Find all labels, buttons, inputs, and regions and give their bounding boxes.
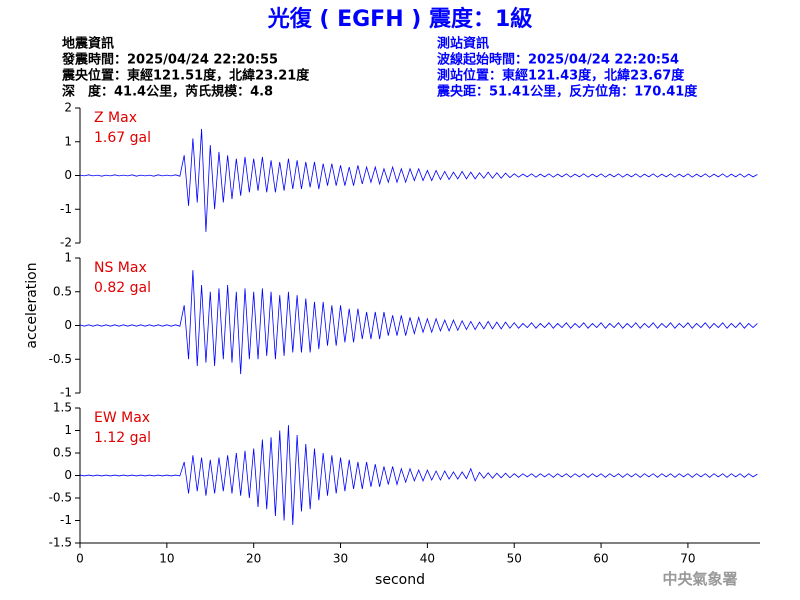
panel-annotation: Z Max xyxy=(94,110,137,126)
x-axis-label: second xyxy=(375,572,425,588)
title: 光復 ( EGFH ) 震度：1級 xyxy=(267,6,533,32)
x-tick-label: 10 xyxy=(159,552,174,566)
waveform xyxy=(79,425,758,526)
y-tick-label: -0.5 xyxy=(49,352,72,366)
info-left: 深 度：41.4公里，芮氏規模：4.8 xyxy=(62,84,273,100)
info-left: 震央位置：東經121.51度，北緯23.21度 xyxy=(61,68,310,84)
x-tick-label: 60 xyxy=(593,552,608,566)
y-tick-label: 1.5 xyxy=(53,401,72,415)
y-tick-label: -1 xyxy=(60,513,72,527)
waveform xyxy=(79,128,758,232)
y-tick-label: 0.5 xyxy=(53,446,72,460)
x-tick-label: 0 xyxy=(76,552,84,566)
x-tick-label: 50 xyxy=(507,552,522,566)
y-tick-label: 2 xyxy=(64,101,72,115)
panel-annotation: 0.82 gal xyxy=(94,280,151,296)
info-right: 測站資訊 xyxy=(437,36,489,52)
y-tick-label: -0.5 xyxy=(49,491,72,505)
y-tick-label: 1 xyxy=(64,134,72,148)
panel-annotation: EW Max xyxy=(94,410,150,426)
y-tick-label: -1.5 xyxy=(49,536,72,550)
y-tick-label: -1 xyxy=(60,202,72,216)
y-tick-label: 0 xyxy=(64,468,72,482)
info-right: 波線起始時間：2025/04/24 22:20:54 xyxy=(437,52,679,68)
y-tick-label: 0 xyxy=(64,318,72,332)
info-left: 地震資訊 xyxy=(62,36,114,52)
panel-annotation: 1.67 gal xyxy=(94,130,151,146)
info-left: 發震時間：2025/04/24 22:20:55 xyxy=(61,52,278,68)
y-axis-label: acceleration xyxy=(24,262,40,348)
x-tick-label: 30 xyxy=(333,552,348,566)
y-tick-label: 0 xyxy=(64,168,72,182)
y-tick-label: 0.5 xyxy=(53,284,72,298)
x-tick-label: 70 xyxy=(680,552,695,566)
y-tick-label: -2 xyxy=(60,236,72,250)
x-tick-label: 40 xyxy=(420,552,435,566)
panel-annotation: 1.12 gal xyxy=(94,430,151,446)
waveform xyxy=(79,270,758,375)
y-tick-label: 1 xyxy=(64,423,72,437)
y-tick-label: 1 xyxy=(64,251,72,265)
watermark: 中央氣象署 xyxy=(662,570,737,588)
panel-annotation: NS Max xyxy=(94,260,147,276)
x-tick-label: 20 xyxy=(246,552,261,566)
info-right: 測站位置：東經121.43度，北緯23.67度 xyxy=(437,68,685,84)
info-right: 震央距：51.41公里，反方位角：170.41度 xyxy=(436,84,698,100)
y-tick-label: -1 xyxy=(60,386,72,400)
